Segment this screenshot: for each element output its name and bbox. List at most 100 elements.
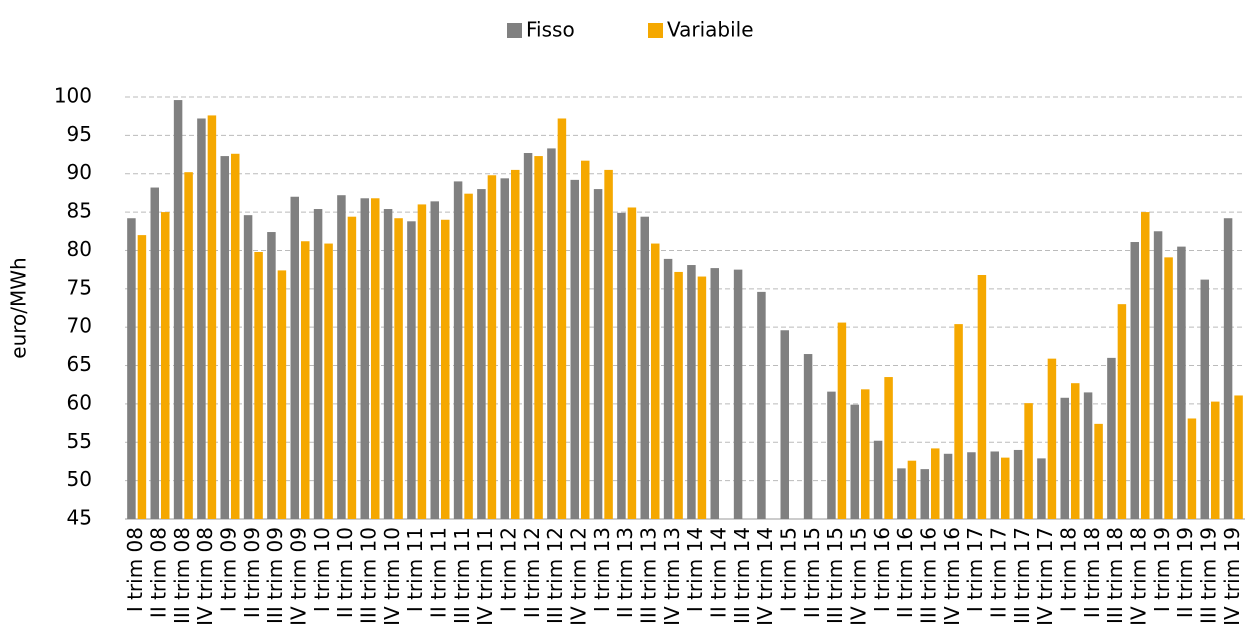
bar	[1223, 218, 1233, 519]
bar	[1107, 357, 1116, 519]
bar	[907, 460, 917, 519]
x-tick-label: II trim 19	[1173, 527, 1197, 618]
bar	[943, 453, 953, 519]
x-tick-label: III trim 14	[730, 527, 754, 624]
bar	[557, 118, 567, 519]
bar	[254, 251, 263, 520]
x-tick-label: IV trim 19	[1220, 527, 1244, 626]
bar	[1037, 458, 1046, 519]
bar	[954, 324, 963, 519]
bar	[780, 330, 789, 519]
bar	[1153, 231, 1163, 520]
bar	[1117, 304, 1127, 519]
x-tick-label: II trim 12	[520, 527, 544, 618]
bar	[127, 218, 136, 519]
x-tick-label: III trim 19	[1197, 527, 1221, 624]
bar	[581, 160, 590, 519]
x-tick-label: III trim 11	[450, 527, 474, 624]
bar	[150, 187, 159, 519]
bar	[534, 156, 543, 519]
x-tick-label: I trim 13	[590, 527, 614, 612]
bar	[617, 212, 626, 519]
bar	[197, 118, 206, 519]
y-tick-label: 55	[67, 429, 92, 453]
legend-swatch	[507, 23, 522, 38]
bar	[360, 198, 369, 519]
x-tick-label: II trim 13	[613, 527, 637, 618]
x-tick-label: II trim 11	[427, 527, 451, 618]
x-tick-label: III trim 17	[1010, 527, 1034, 624]
legend-label: Fisso	[526, 18, 575, 42]
bar	[453, 181, 463, 519]
y-tick-label: 75	[67, 275, 92, 299]
bar	[651, 243, 660, 520]
y-tick-label: 85	[67, 199, 92, 223]
bar	[1234, 395, 1243, 519]
x-tick-label: III trim 10	[357, 527, 381, 624]
bar	[627, 207, 637, 519]
bar	[1130, 242, 1139, 520]
bar	[884, 377, 893, 519]
bar	[920, 469, 929, 519]
x-tick-label: I trim 10	[310, 527, 334, 612]
x-tick-label: I trim 16	[870, 527, 894, 612]
bar	[803, 354, 813, 519]
bar	[290, 196, 299, 519]
x-tick-label: II trim 10	[333, 527, 357, 618]
x-tick-label: IV trim 13	[660, 527, 684, 626]
bar	[407, 221, 416, 519]
x-tick-label: I trim 08	[123, 527, 147, 612]
bar	[697, 276, 707, 519]
bar	[1164, 257, 1173, 519]
bar	[687, 265, 696, 519]
x-tick-label: IV trim 12	[567, 527, 591, 626]
x-tick-label: IV trim 15	[847, 527, 871, 626]
x-tick-label: IV trim 08	[193, 527, 217, 626]
bar	[1083, 392, 1093, 519]
bar	[757, 291, 766, 519]
x-tick-label: III trim 16	[917, 527, 941, 624]
bar	[173, 100, 183, 519]
bar	[313, 209, 323, 519]
x-tick-label: III trim 12	[543, 527, 567, 624]
bar	[931, 448, 940, 519]
bar	[220, 156, 229, 519]
x-tick-label: IV trim 11	[473, 527, 497, 626]
bar	[827, 391, 836, 519]
bar	[500, 178, 509, 519]
bar	[1013, 449, 1023, 519]
bar	[477, 189, 486, 519]
bar	[1187, 418, 1197, 519]
bar	[184, 172, 193, 519]
y-tick-label: 95	[67, 122, 92, 146]
bar	[547, 148, 556, 519]
x-tick-label: IV trim 14	[753, 527, 777, 626]
x-tick-label: II trim 18	[1080, 527, 1104, 618]
x-tick-label: I trim 17	[963, 527, 987, 612]
x-tick-label: IV trim 09	[287, 527, 311, 626]
bar	[1141, 212, 1150, 519]
bar	[207, 115, 217, 519]
bar	[640, 216, 649, 519]
bar	[1071, 383, 1080, 519]
x-tick-label: I trim 09	[217, 527, 241, 612]
y-tick-label: 50	[67, 467, 92, 491]
bar	[383, 209, 393, 519]
y-tick-label: 100	[54, 84, 92, 108]
y-tick-label: 90	[67, 160, 92, 184]
x-tick-label: II trim 16	[893, 527, 917, 618]
bar	[967, 452, 976, 519]
x-tick-label: I trim 12	[497, 527, 521, 612]
bar	[417, 204, 427, 519]
bar	[523, 153, 533, 519]
x-tick-label: I trim 19	[1150, 527, 1174, 612]
x-tick-label: I trim 18	[1057, 527, 1081, 612]
bar	[487, 175, 497, 519]
bar	[861, 389, 870, 519]
bar	[430, 201, 439, 519]
bar	[990, 451, 999, 519]
y-tick-label: 60	[67, 390, 92, 414]
x-tick-label: II trim 14	[707, 527, 731, 618]
bar	[371, 198, 380, 519]
